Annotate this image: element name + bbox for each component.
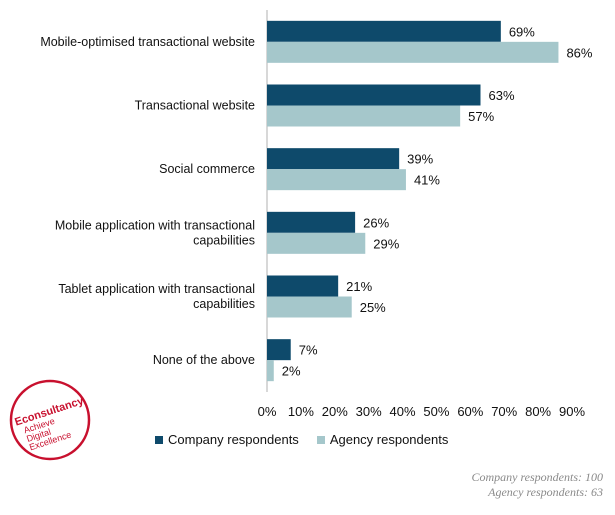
data-label-company-3: 26% [363,215,389,230]
bar-agency-5 [267,360,274,382]
footnote-company-count: Company respondents: 100 [471,470,603,484]
footnote: Company respondents: 100 Agency responde… [471,470,603,500]
x-tick-label-6: 60% [457,404,483,419]
category-label-3-line0: Mobile application with transactional [55,218,255,232]
data-label-agency-0: 86% [566,45,592,60]
category-label-4-line1: capabilities [193,297,255,311]
bar-agency-1 [267,105,461,127]
data-label-agency-1: 57% [468,109,494,124]
bar-agency-2 [267,169,406,191]
x-tick-label-0: 0% [258,404,277,419]
footnote-agency-count: Agency respondents: 63 [488,485,603,499]
bar-agency-4 [267,296,352,318]
x-tick-label-2: 20% [322,404,348,419]
bar-company-4 [267,275,339,297]
x-tick-label-4: 40% [390,404,416,419]
legend-label-agency: Agency respondents [329,432,449,447]
data-label-agency-5: 2% [282,364,301,379]
data-label-company-1: 63% [489,88,515,103]
bar-agency-0 [267,41,559,63]
x-tick-label-5: 50% [423,404,449,419]
data-label-agency-2: 41% [414,173,440,188]
legend: Company respondents Agency respondents [155,432,448,447]
legend-swatch-company [155,435,163,444]
category-label-1: Transactional website [135,99,255,113]
bar-company-2 [267,148,400,170]
legend-item-company: Company respondents [155,432,299,447]
legend-swatch-agency [316,435,325,444]
bar-company-3 [267,211,356,233]
x-tick-label-9: 90% [559,404,585,419]
data-label-company-5: 7% [299,343,318,358]
bar-company-1 [267,84,481,106]
econsultancy-logo: Econsultancy Achieve Digital Excellence [9,379,91,461]
bar-company-5 [267,339,291,361]
category-label-0: Mobile-optimised transactional website [40,35,255,49]
bar-company-0 [267,20,501,42]
data-label-company-2: 39% [407,152,433,167]
bar-agency-3 [267,232,366,254]
data-label-company-0: 69% [509,24,535,39]
x-tick-label-1: 10% [288,404,314,419]
x-tick-label-3: 30% [356,404,382,419]
legend-item-agency: Agency respondents [316,432,449,447]
legend-label-company: Company respondents [168,432,299,447]
category-label-2: Social commerce [159,162,255,176]
data-label-company-4: 21% [346,279,372,294]
category-label-4-line0: Tablet application with transactional [58,282,255,296]
data-label-agency-3: 29% [373,236,399,251]
category-label-3-line1: capabilities [193,233,255,247]
data-label-agency-4: 25% [360,300,386,315]
category-label-5: None of the above [153,353,255,367]
x-tick-label-7: 70% [491,404,517,419]
x-tick-label-8: 80% [525,404,551,419]
